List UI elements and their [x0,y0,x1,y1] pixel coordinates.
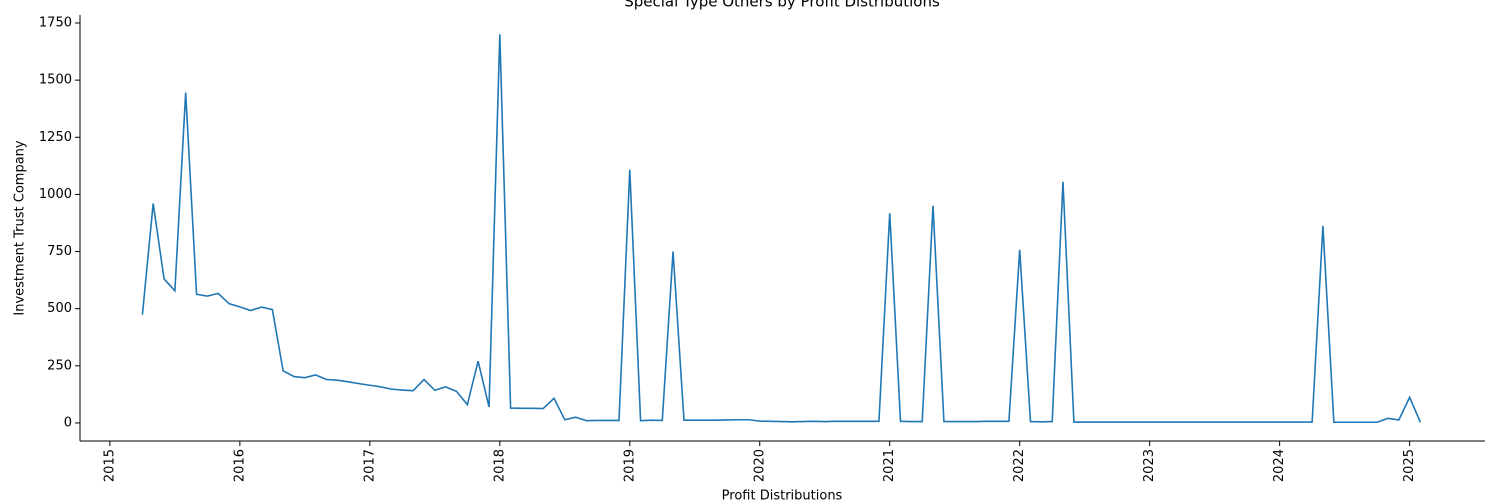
x-tick-label: 2023 [1142,449,1157,482]
y-tick-label: 500 [47,301,72,316]
y-tick-label: 1750 [39,15,72,30]
y-tick-label: 0 [64,415,72,430]
x-tick-label: 2016 [232,449,247,482]
y-axis-label: Investment Trust Company [13,140,28,316]
x-tick-label: 2019 [622,449,637,482]
x-tick-label: 2020 [752,449,767,482]
y-tick-label: 1000 [39,187,72,202]
x-tick-label: 2021 [882,449,897,482]
y-tick-label: 750 [47,244,72,259]
x-tick-label: 2015 [102,449,117,482]
x-tick-label: 2022 [1012,449,1027,482]
x-tick-label: 2017 [362,449,377,482]
x-tick-label: 2025 [1402,449,1417,482]
line-series [141,34,1422,424]
x-tick-label: 2024 [1272,449,1287,482]
x-tick-label: 2018 [492,449,507,482]
y-tick-label: 1500 [39,73,72,88]
y-tick-label: 1250 [39,130,72,145]
x-axis-label: Profit Distributions [722,489,843,501]
y-tick-label: 250 [47,358,72,373]
chart-title: Special Type Others by Profit Distributi… [624,0,940,11]
